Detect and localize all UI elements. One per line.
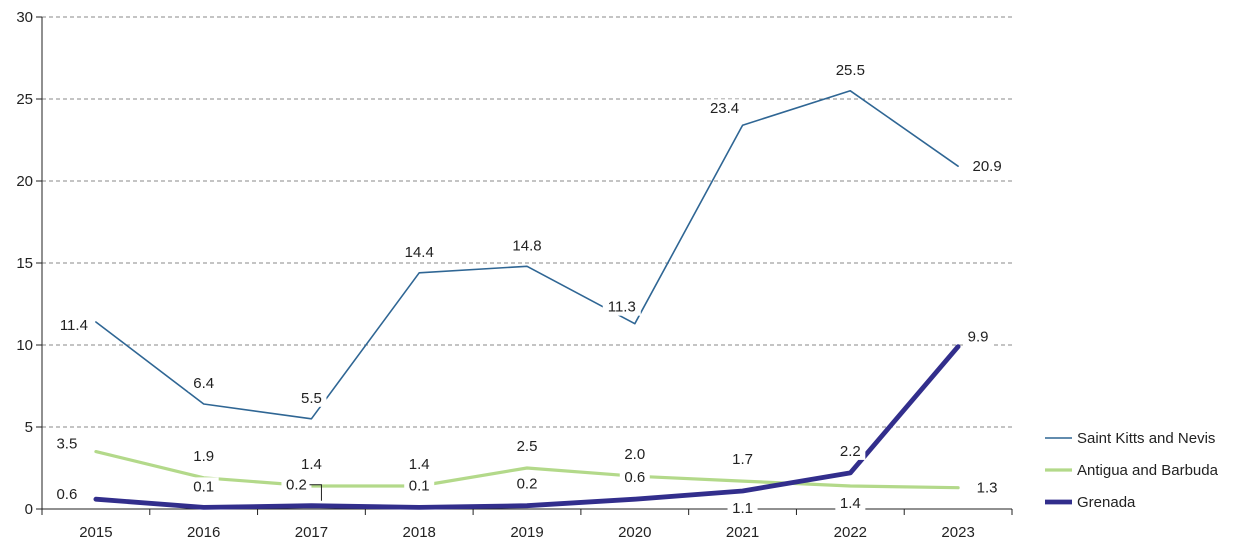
data-label: 2.0 [624, 446, 645, 463]
series-line-grenada [93, 344, 961, 510]
series-lines [93, 90, 961, 510]
legend-label: Grenada [1077, 494, 1136, 511]
data-label-bg [835, 494, 866, 513]
data-label-bg [705, 99, 744, 118]
data-label-bg [51, 434, 82, 453]
x-tick-label: 2022 [834, 524, 867, 541]
data-label: 3.5 [56, 436, 77, 453]
data-label: 1.7 [732, 451, 753, 468]
data-label: 1.9 [193, 448, 214, 465]
data-label-bg [512, 437, 542, 455]
data-label: 11.3 [608, 299, 636, 316]
data-label: 0.2 [517, 476, 538, 493]
data-label-bg [619, 445, 650, 464]
x-tick-label: 2017 [295, 524, 328, 541]
data-label: 1.1 [732, 500, 753, 517]
data-label-bg [188, 477, 219, 496]
data-label: 6.4 [193, 375, 214, 392]
data-label-bg [972, 478, 1003, 497]
data-label-bg [835, 441, 866, 460]
y-tick-label: 30 [16, 9, 33, 26]
data-label: 5.5 [301, 390, 322, 407]
x-tick-label: 2016 [187, 524, 220, 541]
data-label-bg [963, 327, 994, 346]
data-label: 1.4 [409, 456, 430, 473]
y-tick-label: 0 [25, 501, 33, 518]
x-tick-label: 2023 [941, 524, 974, 541]
x-tick-label: 2015 [79, 524, 112, 541]
data-label: 0.1 [193, 478, 214, 495]
data-label: 0.6 [56, 486, 77, 503]
data-label-bg [400, 242, 439, 261]
data-label: 14.8 [512, 237, 541, 254]
y-tick-label: 25 [16, 91, 33, 108]
series-line-saint-kitts-and-nevis [95, 90, 959, 420]
data-label: 1.3 [977, 480, 998, 497]
y-tick-label: 15 [16, 255, 33, 272]
data-label: 2.5 [517, 438, 538, 455]
data-label-bg [404, 455, 435, 474]
data-label-bg [508, 236, 546, 255]
data-label-bg [968, 157, 1007, 176]
data-label: 0.6 [624, 469, 645, 486]
x-tick-label: 2019 [510, 524, 543, 541]
data-label: 23.4 [710, 100, 739, 117]
x-tick-label: 2020 [618, 524, 651, 541]
series-line-antigua-and-barbuda [94, 450, 960, 490]
data-label-bg [296, 388, 327, 407]
data-label: 9.9 [968, 329, 989, 346]
data-label-bg [512, 474, 542, 493]
label-leader-line [309, 484, 322, 501]
legend-label: Antigua and Barbuda [1077, 462, 1219, 479]
data-label: 14.4 [405, 244, 434, 261]
data-label-bg [54, 316, 93, 335]
x-tick-label: 2021 [726, 524, 759, 541]
data-label: 1.4 [840, 495, 861, 512]
x-tick-label: 2018 [403, 524, 436, 541]
data-label-bg [831, 60, 870, 79]
data-label: 0.1 [409, 477, 430, 494]
y-tick-label: 20 [16, 173, 33, 190]
legend-label: Saint Kitts and Nevis [1077, 430, 1215, 447]
data-label: 0.2 [286, 477, 307, 494]
data-label-bg [602, 297, 641, 316]
data-labels: 11.4 6.4 5.5 14.4 14.8 11.3 23.4 25.5 20.9 3.5 1.9… [51, 60, 1007, 517]
y-tick-label: 5 [25, 419, 33, 436]
data-label-bg [404, 476, 435, 495]
data-label-bg [188, 374, 219, 393]
gridlines [42, 16, 1012, 428]
data-label-bg [619, 468, 650, 487]
y-tick-label: 10 [16, 337, 33, 354]
data-label: 1.4 [301, 456, 322, 473]
legend: Saint Kitts and Nevis Antigua and Barbuda… [1045, 430, 1219, 511]
data-label: 20.9 [973, 158, 1002, 175]
axes: 0 5 10 15 20 25 30 2015 2016 2017 2018 2019 2020 2021… [16, 9, 1013, 541]
data-label: 2.2 [840, 443, 861, 460]
data-label: 11.4 [60, 317, 88, 334]
data-label-bg [281, 475, 312, 494]
data-label-bg [727, 498, 758, 517]
data-label-bg [296, 455, 327, 474]
data-label: 25.5 [836, 62, 865, 79]
data-label-bg [727, 450, 758, 469]
data-label-bg [51, 485, 82, 504]
data-label-bg [188, 446, 219, 465]
